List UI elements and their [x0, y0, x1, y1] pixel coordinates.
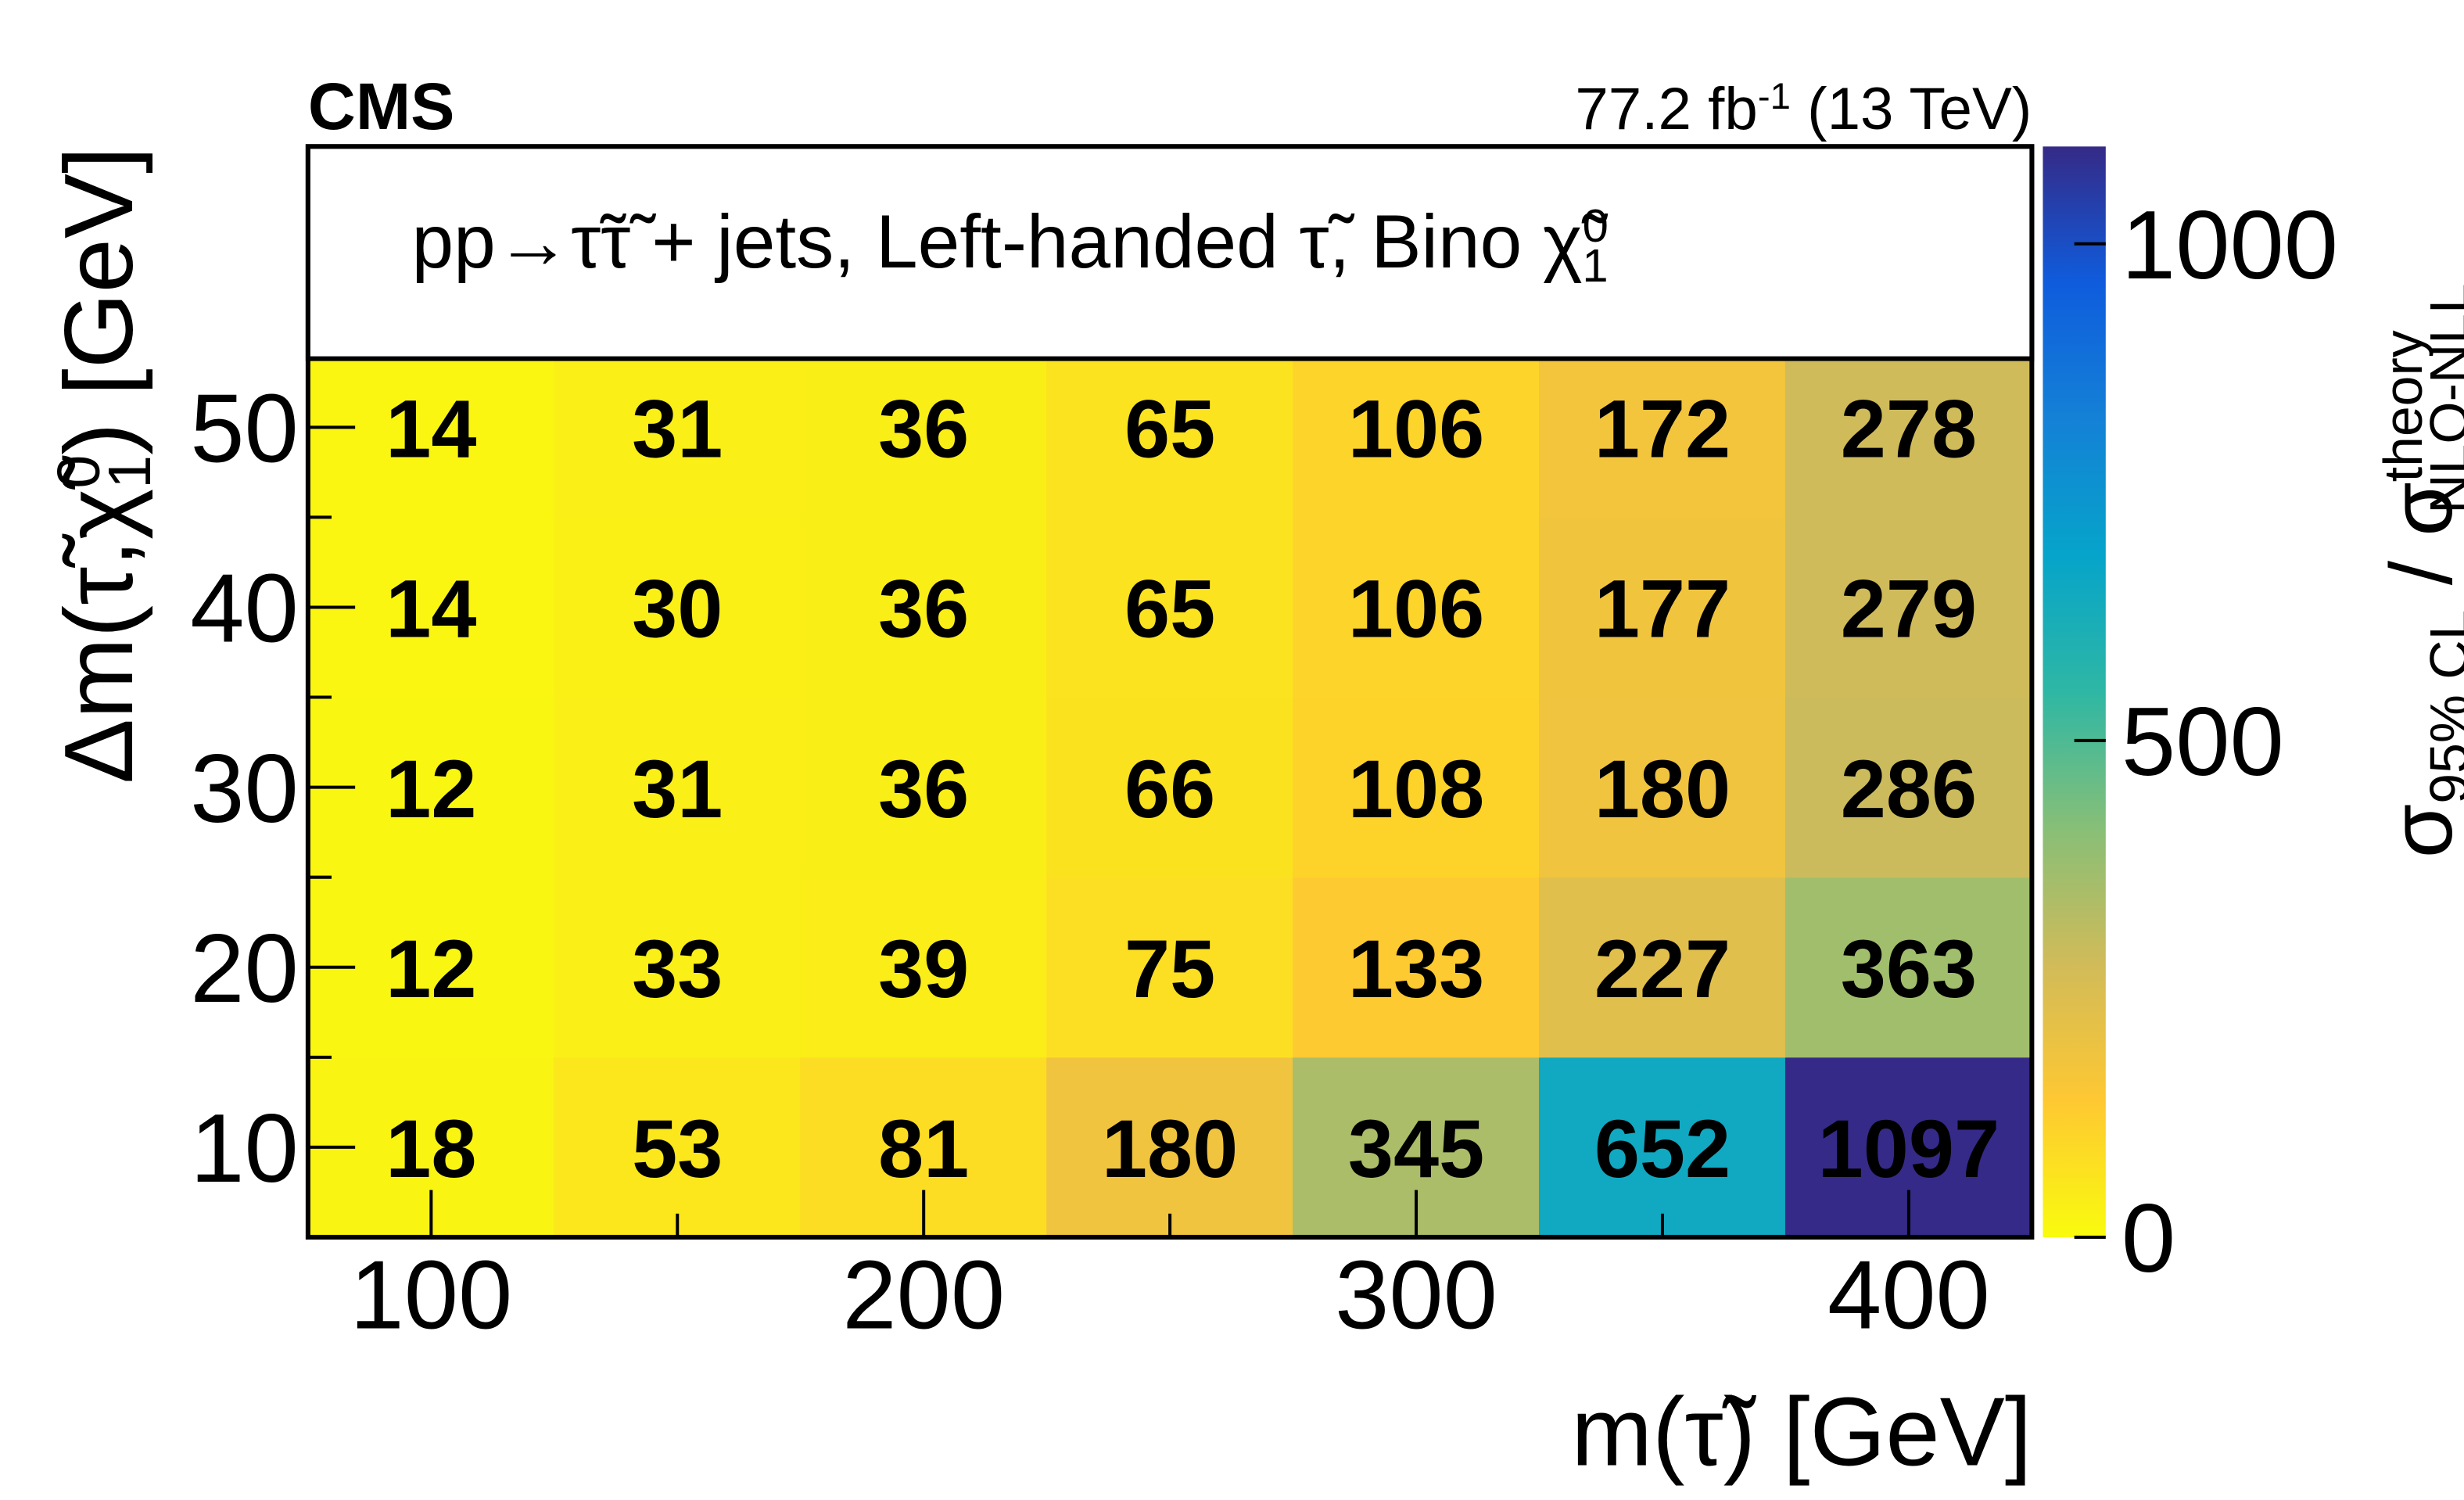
cell — [554, 516, 802, 698]
z-axis-label-part: 95% CL — [2419, 610, 2464, 804]
annotation-part: 0 — [1583, 199, 1609, 252]
x-tick-label: 100 — [350, 1241, 512, 1350]
z-axis-label-part: σ — [2372, 804, 2464, 858]
cell-label: 31 — [632, 744, 723, 835]
cell — [554, 877, 802, 1058]
cell — [1293, 697, 1540, 878]
cell-label: 227 — [1594, 924, 1731, 1015]
cell — [554, 697, 802, 878]
z-tick-label: 1000 — [2121, 191, 2338, 300]
y-axis-label-part: Δm(τ̃,χ̃ — [45, 455, 153, 784]
cell-label: 12 — [386, 924, 476, 1015]
z-axis-label-part: theory — [2372, 330, 2433, 482]
y-tick-label: 20 — [190, 914, 299, 1023]
y-axis-label-part: 0 — [45, 455, 112, 489]
chart-title: CMS — [308, 70, 455, 143]
cell — [1539, 516, 1786, 698]
cell-label: 36 — [878, 384, 969, 475]
cell — [1784, 336, 2032, 518]
cell — [1293, 877, 1540, 1058]
cell — [1539, 336, 1786, 518]
cell — [1539, 697, 1786, 878]
y-axis-label-part: ) [GeV] — [45, 146, 153, 455]
cell-label: 30 — [632, 564, 723, 655]
cell-label: 652 — [1594, 1103, 1731, 1195]
cell-label: 108 — [1348, 744, 1484, 835]
cell-label: 39 — [878, 924, 969, 1015]
lumi: 77.2 fb-1 (13 TeV) — [1575, 76, 2032, 142]
cell — [800, 336, 1048, 518]
cell-label: 53 — [632, 1103, 723, 1195]
lumi-part: -1 — [1758, 76, 1791, 117]
cell-label: 31 — [632, 384, 723, 475]
lumi-part: 77.2 fb — [1575, 76, 1758, 142]
y-axis-label: Δm(τ̃,χ̃01) [GeV] — [45, 146, 163, 784]
cell — [1539, 1057, 1786, 1238]
cell — [800, 877, 1048, 1058]
x-axis-label: m(τ̃) [GeV] — [1571, 1377, 2032, 1486]
x-tick-label: 200 — [842, 1241, 1005, 1350]
z-axis-label-part: / σ — [2372, 482, 2464, 609]
cell-label: 106 — [1348, 564, 1484, 655]
x-axis-label-part: m(τ̃) [GeV] — [1571, 1377, 2032, 1486]
x-tick-label: 300 — [1335, 1241, 1497, 1350]
y-axis-label-part: 1 — [96, 455, 163, 489]
cell-label: 133 — [1348, 924, 1484, 1015]
cell-label: 65 — [1124, 564, 1215, 655]
z-axis-label: σ95% CL / σtheoryNLO-NLL — [2372, 283, 2464, 858]
cell-label: 279 — [1841, 564, 1977, 655]
annotation: pp→τ̃τ̃ + jets, Left-handed τ̃, Bino χ̃0… — [412, 199, 1609, 292]
z-axis-label-part: NLO-NLL — [2419, 283, 2464, 514]
cell-label: 18 — [386, 1103, 476, 1195]
cell-label: 177 — [1594, 564, 1731, 655]
cell-label: 12 — [386, 744, 476, 835]
cell — [1784, 516, 2032, 698]
y-tick-label: 30 — [190, 734, 299, 843]
lumi-part: (13 TeV) — [1791, 76, 2032, 142]
annotation-part: pp→τ̃τ̃ + jets, Left-handed τ̃, Bino χ̃ — [412, 200, 1609, 284]
cell-label: 65 — [1124, 384, 1215, 475]
y-tick-label: 50 — [190, 375, 299, 483]
cell — [1539, 877, 1786, 1058]
cell-label: 81 — [878, 1103, 969, 1195]
cell-label: 1097 — [1818, 1103, 2000, 1195]
z-tick-label: 500 — [2121, 687, 2284, 796]
cell-label: 36 — [878, 744, 969, 835]
cell-label: 363 — [1841, 924, 1977, 1015]
cell — [1293, 516, 1540, 698]
cell-label: 66 — [1124, 744, 1215, 835]
legend-box — [305, 144, 2035, 361]
cell-label: 278 — [1841, 384, 1977, 475]
cell — [800, 697, 1048, 878]
cell-label: 286 — [1841, 744, 1977, 835]
cell-label: 14 — [386, 564, 476, 655]
x-tick-label: 400 — [1827, 1241, 1990, 1350]
cell — [1046, 1057, 1294, 1238]
colorbar — [2043, 146, 2106, 1237]
y-tick-label: 10 — [190, 1094, 299, 1203]
cell — [554, 1057, 802, 1238]
cell — [1046, 516, 1294, 698]
cell-label: 180 — [1102, 1103, 1238, 1195]
annotation-part: 1 — [1582, 239, 1608, 292]
cell-label: 36 — [878, 564, 969, 655]
cell-label: 345 — [1348, 1103, 1484, 1195]
cell-label: 180 — [1594, 744, 1731, 835]
cell — [554, 336, 802, 518]
cell-label: 172 — [1594, 384, 1731, 475]
cell — [1784, 697, 2032, 878]
y-tick-label: 40 — [190, 554, 299, 663]
cell-label: 75 — [1124, 924, 1215, 1015]
cell-label: 106 — [1348, 384, 1484, 475]
cell-label: 14 — [386, 384, 476, 475]
cell — [1046, 697, 1294, 878]
cell-label: 33 — [632, 924, 723, 1015]
z-tick-label: 0 — [2121, 1184, 2175, 1293]
